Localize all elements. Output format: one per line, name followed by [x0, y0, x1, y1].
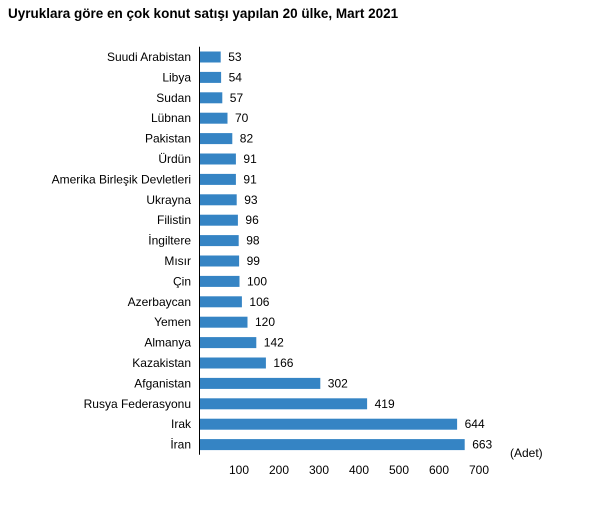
bar-11	[199, 275, 240, 287]
value-label-0: 53	[228, 50, 242, 64]
x-tick-label-4: 500	[389, 463, 409, 477]
value-label-7: 93	[244, 193, 258, 207]
category-label-7: Ukrayna	[146, 193, 191, 207]
category-label-8: Filistin	[157, 213, 191, 227]
bar-12	[199, 296, 242, 308]
category-label-4: Pakistan	[145, 132, 191, 146]
value-label-11: 100	[247, 274, 267, 288]
x-tick-label-3: 400	[349, 463, 369, 477]
bar-10	[199, 255, 240, 267]
category-label-14: Almanya	[144, 336, 191, 350]
bar-9	[199, 235, 239, 247]
bar-6	[199, 173, 236, 185]
bar-14	[199, 337, 257, 349]
bar-0	[199, 51, 221, 63]
bar-1	[199, 71, 222, 83]
value-label-18: 644	[465, 417, 485, 431]
value-label-6: 91	[243, 172, 257, 186]
bar-2	[199, 92, 223, 104]
category-label-5: Ürdün	[158, 152, 191, 166]
bar-15	[199, 357, 266, 369]
bar-4	[199, 133, 233, 145]
category-label-19: İran	[170, 438, 191, 452]
category-label-15: Kazakistan	[132, 356, 191, 370]
value-label-3: 70	[235, 111, 249, 125]
bar-18	[199, 418, 458, 430]
category-label-3: Lübnan	[151, 111, 191, 125]
bar-7	[199, 194, 237, 206]
x-tick-label-6: 700	[469, 463, 489, 477]
x-tick-label-0: 100	[229, 463, 249, 477]
value-label-19: 663	[472, 438, 492, 452]
value-label-16: 302	[328, 376, 348, 390]
category-label-2: Sudan	[156, 91, 191, 105]
category-label-12: Azerbaycan	[128, 295, 191, 309]
category-label-13: Yemen	[154, 315, 191, 329]
value-label-12: 106	[249, 295, 269, 309]
category-label-0: Suudi Arabistan	[107, 50, 191, 64]
value-label-4: 82	[240, 132, 254, 146]
category-label-16: Afganistan	[134, 376, 191, 390]
bar-3	[199, 112, 228, 124]
bar-17	[199, 398, 368, 410]
value-label-5: 91	[243, 152, 257, 166]
value-label-14: 142	[264, 336, 284, 350]
category-label-10: Mısır	[164, 254, 191, 268]
bar-8	[199, 214, 238, 226]
chart-title: Uyruklara göre en çok konut satışı yapıl…	[8, 6, 399, 21]
value-label-9: 98	[246, 234, 260, 248]
category-label-18: Irak	[171, 417, 192, 431]
bar-16	[199, 377, 321, 389]
bar-13	[199, 316, 248, 328]
value-label-17: 419	[375, 397, 395, 411]
category-label-6: Amerika Birleşik Devletleri	[52, 172, 191, 186]
bar-5	[199, 153, 236, 165]
value-label-15: 166	[273, 356, 293, 370]
bar-19	[199, 439, 465, 451]
category-label-11: Çin	[173, 274, 191, 288]
value-label-13: 120	[255, 315, 275, 329]
x-axis-unit: (Adet)	[510, 446, 543, 460]
value-label-2: 57	[230, 91, 244, 105]
category-label-17: Rusya Federasyonu	[84, 397, 191, 411]
value-label-10: 99	[247, 254, 261, 268]
x-tick-label-1: 200	[269, 463, 289, 477]
category-label-1: Libya	[162, 70, 191, 84]
x-tick-label-5: 600	[429, 463, 449, 477]
value-label-1: 54	[229, 70, 243, 84]
value-label-8: 96	[245, 213, 259, 227]
x-tick-label-2: 300	[309, 463, 329, 477]
category-label-9: İngiltere	[148, 234, 191, 248]
